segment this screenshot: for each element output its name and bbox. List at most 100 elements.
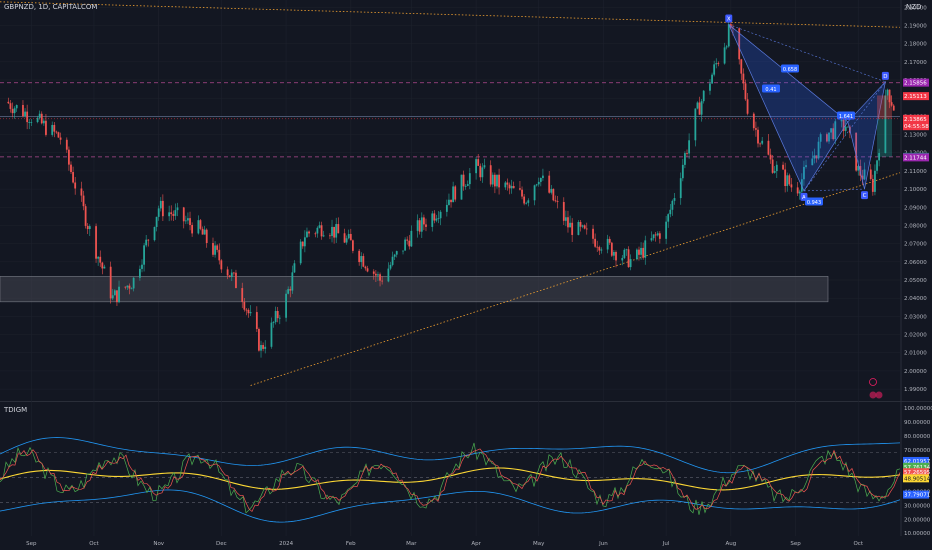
candle-body (556, 201, 559, 203)
candle-body (249, 312, 252, 314)
candle-body (644, 240, 647, 258)
candle-body (510, 185, 513, 189)
candle-body (358, 250, 361, 263)
candle-body (638, 249, 640, 255)
candle-body (53, 124, 56, 132)
candle-body (673, 198, 676, 201)
candle-body (600, 249, 603, 251)
candle-body (303, 237, 306, 247)
candle-body (452, 186, 455, 203)
candle-body (347, 233, 350, 239)
candle-body (832, 128, 835, 140)
candle-body (738, 28, 741, 60)
candle-body (773, 171, 776, 173)
price-tick-label: 2.05000 (904, 278, 927, 284)
candle-body (287, 289, 290, 294)
candle-body (784, 169, 787, 187)
candle-body (431, 213, 434, 227)
candle-body (702, 90, 705, 102)
candle-body (539, 177, 542, 182)
candle-body (258, 328, 260, 351)
candle-body (498, 174, 500, 188)
candle-body (205, 229, 208, 244)
price-tick-label: 2.07000 (904, 242, 927, 248)
candle-body (172, 214, 175, 216)
osc-badge (903, 462, 929, 471)
candle-body (740, 59, 743, 74)
candle-body (483, 165, 486, 168)
osc-badge (903, 474, 929, 483)
candle-body (613, 251, 615, 256)
candle-body (450, 199, 452, 203)
candle-body (381, 280, 384, 282)
candle-body (654, 234, 657, 236)
candle-body (391, 256, 394, 265)
candle-body (615, 251, 617, 261)
candle-body (293, 263, 296, 273)
candle-body (462, 174, 465, 187)
candle-body (684, 153, 686, 165)
candle-body (542, 175, 544, 178)
candle-body (585, 228, 588, 230)
candle-body (395, 251, 398, 255)
pattern-ratio-badge (762, 84, 780, 93)
candle-body (890, 102, 893, 106)
price-tick-label: 2.18000 (904, 42, 927, 48)
candle-body (270, 322, 273, 347)
candle-body (345, 238, 348, 243)
candle-body (377, 274, 379, 276)
candle-body (15, 105, 18, 109)
candle-body (80, 188, 83, 196)
candle-body (525, 202, 528, 204)
price-tick-label: 2.02000 (904, 333, 927, 339)
event-marker-icon (869, 391, 877, 399)
candle-body (725, 46, 728, 48)
candle-body (700, 101, 703, 115)
candle-body (362, 256, 365, 267)
candle-body (665, 221, 668, 239)
candle-body (143, 245, 145, 265)
candle-body (550, 188, 553, 193)
support-zone (0, 276, 829, 303)
candle-body (861, 175, 864, 180)
candle-body (696, 102, 699, 109)
candle-body (422, 217, 425, 225)
candle-body (101, 262, 104, 269)
price-tick-label: 2.17000 (904, 60, 927, 66)
currency-label: NZD (906, 3, 922, 11)
candle-body (128, 285, 131, 289)
candle-body (564, 217, 567, 221)
pattern-ratio-label: 0.658 (783, 67, 797, 73)
candle-body (86, 225, 89, 230)
candle-body (147, 239, 150, 241)
candle-body (59, 137, 62, 140)
price-tick-label: 2.11000 (904, 169, 927, 175)
candle-body (454, 186, 457, 200)
candle-body (437, 218, 440, 220)
candle-body (874, 170, 876, 192)
candle-body (686, 153, 688, 154)
candle-body (22, 105, 24, 117)
candle-body (786, 175, 789, 187)
time-tick-label: Apr (471, 541, 481, 547)
candle-body (109, 266, 112, 299)
price-tick-label: 2.08000 (904, 223, 927, 229)
candle-body (161, 200, 164, 217)
candle-body (610, 242, 613, 256)
candle-body (803, 166, 805, 180)
candle-body (159, 200, 162, 209)
candle-body (308, 231, 310, 234)
candle-body (170, 212, 173, 215)
candle-body (717, 63, 720, 64)
candle-body (187, 218, 189, 221)
candle-body (863, 169, 866, 180)
pattern-bcd (847, 80, 886, 190)
candle-body (727, 24, 730, 47)
candle-body (640, 247, 642, 255)
candle-body (278, 317, 281, 319)
candle-body (629, 259, 632, 268)
time-tick-label: Jun (598, 541, 608, 547)
candle-body (364, 266, 367, 269)
pattern-point-label: A (802, 195, 806, 201)
